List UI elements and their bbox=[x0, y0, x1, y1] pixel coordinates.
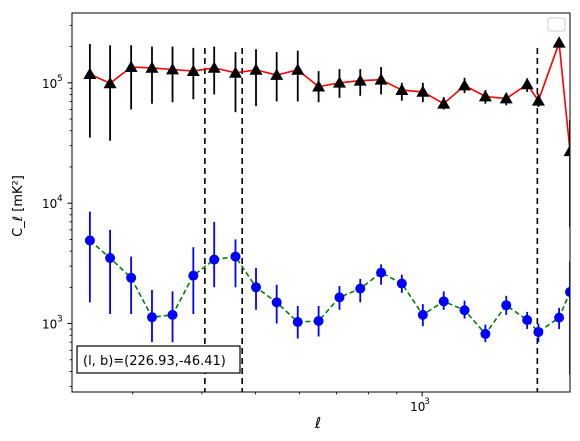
triangle-series-point bbox=[145, 61, 159, 73]
y-tick-label: 10 bbox=[42, 197, 57, 211]
triangle-series-point bbox=[124, 60, 138, 72]
circle-series-point bbox=[533, 327, 544, 338]
circle-series-point bbox=[230, 251, 241, 262]
circle-series-point bbox=[480, 328, 491, 339]
circle-series-point bbox=[334, 292, 345, 303]
y-tick-label: 10 bbox=[42, 318, 57, 332]
triangle-series-point bbox=[416, 85, 430, 97]
triangle-series-point bbox=[520, 77, 534, 90]
circle-series-point bbox=[376, 267, 387, 278]
triangle-series-point bbox=[249, 63, 263, 75]
legend-frame bbox=[547, 17, 566, 32]
triangle-series-point bbox=[103, 76, 117, 89]
plot-area bbox=[83, 36, 570, 392]
legend bbox=[547, 17, 566, 32]
circle-series-point bbox=[146, 312, 157, 323]
x-tick-label-exponent: 3 bbox=[424, 397, 430, 407]
axes-frame bbox=[71, 12, 571, 393]
triangle-series-point bbox=[458, 78, 472, 91]
circle-series-point bbox=[105, 253, 116, 264]
annotation-frame bbox=[76, 345, 241, 374]
circle-series-point bbox=[271, 297, 282, 308]
triangle-series-point bbox=[186, 64, 200, 77]
triangle-series-point bbox=[437, 97, 451, 109]
y-tick-label-exponent: 3 bbox=[57, 315, 63, 325]
triangle-series-point bbox=[270, 68, 284, 80]
circle-series-point bbox=[355, 283, 366, 294]
circle-series-point bbox=[292, 317, 303, 328]
x-axis-label: ℓ bbox=[314, 414, 321, 432]
triangle-series-point bbox=[395, 83, 409, 95]
y-tick-label: 10 bbox=[42, 77, 57, 91]
circle-series-point bbox=[522, 315, 533, 326]
x-tick-label: 10 bbox=[410, 400, 425, 414]
triangle-series-point bbox=[228, 66, 242, 78]
y-tick-label-exponent: 5 bbox=[57, 74, 63, 84]
triangle-series-point bbox=[291, 63, 305, 75]
circle-series-point bbox=[209, 254, 220, 265]
triangle-series-point bbox=[374, 73, 388, 85]
y-tick-label-exponent: 4 bbox=[57, 194, 63, 204]
triangle-series-point bbox=[83, 67, 97, 80]
circle-series-point bbox=[251, 282, 262, 293]
triangle-series-point bbox=[499, 92, 513, 104]
circle-series-point bbox=[554, 312, 565, 323]
circle-series-point bbox=[126, 272, 137, 283]
triangle-series-point bbox=[563, 144, 570, 157]
circle-series-point bbox=[188, 270, 199, 281]
circle-series-point bbox=[84, 235, 95, 246]
circle-series-point bbox=[417, 309, 428, 320]
annotation-text: (l, b)=(226.93,-46.41) bbox=[83, 354, 226, 369]
triangle-series-point bbox=[478, 89, 492, 102]
triangle-series-point bbox=[207, 61, 221, 73]
triangle-series-point bbox=[166, 62, 180, 75]
circle-series-point bbox=[396, 278, 407, 289]
triangle-series-point bbox=[552, 36, 566, 48]
circle-series-point bbox=[501, 300, 512, 311]
triangle-series-point bbox=[353, 74, 367, 86]
triangle-series-point bbox=[312, 80, 326, 92]
coordinates-annotation: (l, b)=(226.93,-46.41) bbox=[76, 345, 241, 374]
circle-series-point bbox=[167, 309, 178, 320]
triangle-series-point bbox=[531, 94, 545, 106]
y-axis-label: C_ℓ [mK²] bbox=[11, 175, 26, 237]
circle-series-point bbox=[313, 315, 324, 326]
circle-series-point bbox=[459, 305, 470, 316]
circle-series-point bbox=[565, 286, 570, 297]
triangle-series-point bbox=[332, 76, 346, 88]
circle-series-point bbox=[438, 296, 449, 307]
